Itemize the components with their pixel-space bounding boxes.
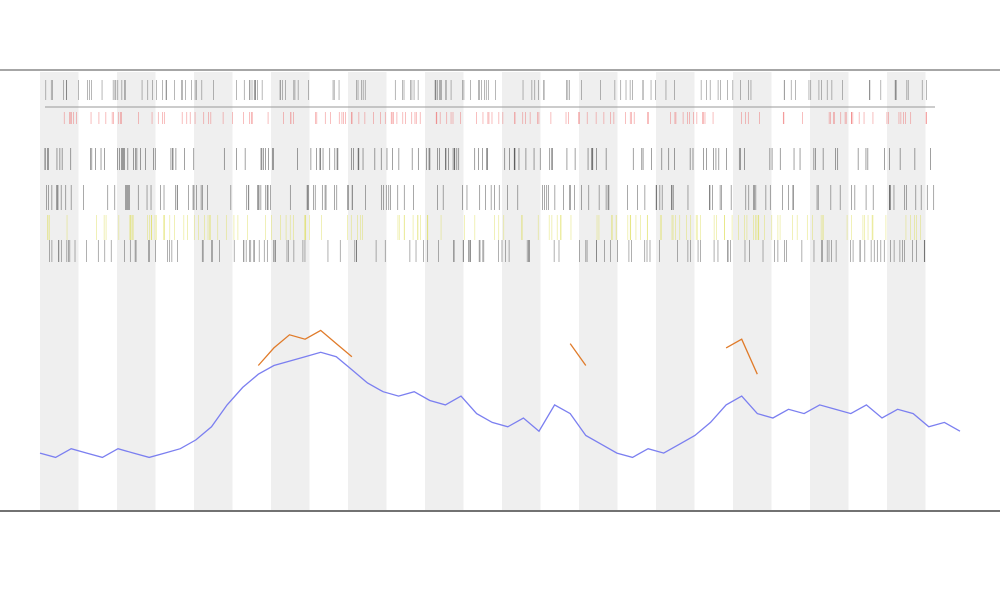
band xyxy=(887,72,926,510)
band xyxy=(656,72,695,510)
series-line xyxy=(39,351,961,459)
background-bands xyxy=(40,72,926,510)
band xyxy=(733,72,772,510)
event-tracks xyxy=(44,80,935,262)
band xyxy=(40,72,79,510)
band xyxy=(579,72,618,510)
series-line xyxy=(257,329,758,375)
band xyxy=(810,72,849,510)
band xyxy=(117,72,156,510)
band xyxy=(348,72,387,510)
band xyxy=(271,72,310,510)
band xyxy=(425,72,464,510)
band xyxy=(194,72,233,510)
band xyxy=(502,72,541,510)
